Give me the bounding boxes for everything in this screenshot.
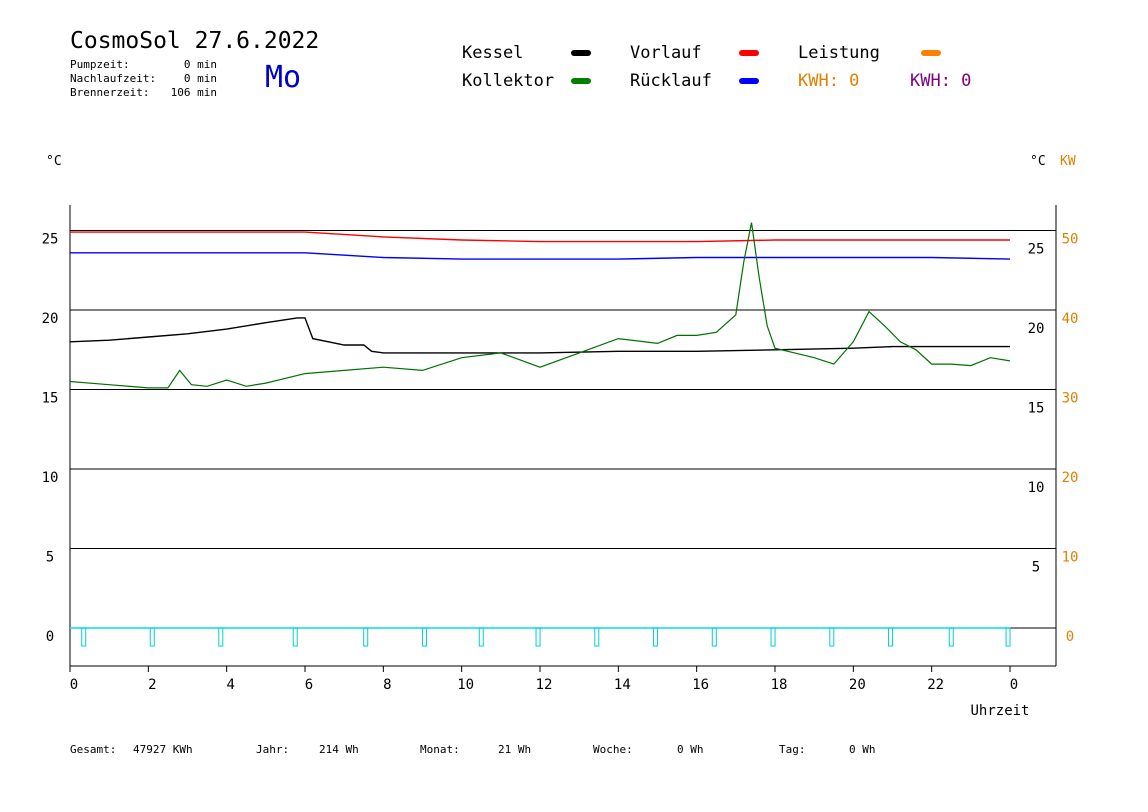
legend-label-vorlauf: Vorlauf bbox=[630, 43, 702, 63]
footer-tag-value: 0 Wh bbox=[849, 743, 876, 756]
footer-woche-label: Woche: bbox=[593, 743, 633, 756]
y-right-unit-power: KW bbox=[1060, 154, 1076, 169]
stat-brennerzeit: Brennerzeit: bbox=[70, 86, 149, 99]
kwh-purple: KWH: 0 bbox=[910, 71, 972, 91]
y-left-tick-label: 10 bbox=[42, 470, 59, 486]
stat-pumpzeit: Pumpzeit: bbox=[70, 58, 130, 71]
footer-tag-label: Tag: bbox=[779, 743, 806, 756]
pump-pulse bbox=[594, 627, 600, 647]
y-right-power-tick-label: 0 bbox=[1066, 629, 1074, 645]
pump-pulse bbox=[653, 627, 659, 647]
footer-gesamt-value: 47927 KWh bbox=[133, 743, 193, 756]
pump-pulse bbox=[81, 627, 87, 647]
x-tick-label: 2 bbox=[148, 677, 156, 693]
kwh-orange: KWH: 0 bbox=[798, 71, 860, 91]
footer-monat-label: Monat: bbox=[420, 743, 460, 756]
stat-label: Nachlaufzeit: bbox=[70, 72, 157, 85]
y-right-power-tick-label: 10 bbox=[1062, 550, 1079, 566]
chart-title: CosmoSol 27.6.2022 bbox=[70, 28, 320, 54]
pump-pulse bbox=[770, 627, 776, 647]
stat-nachlaufzeit: Nachlaufzeit: bbox=[70, 72, 156, 85]
pump-pulse bbox=[363, 627, 369, 647]
y-left-tick-label: 20 bbox=[42, 311, 59, 327]
legend-swatch-ruecklauf bbox=[739, 78, 759, 84]
y-left-tick-label: 15 bbox=[42, 391, 59, 407]
x-tick-label: 16 bbox=[692, 677, 709, 693]
x-tick-label: 12 bbox=[536, 677, 553, 693]
stat-value: 106 min bbox=[170, 86, 217, 99]
footer-jahr-label: Jahr: bbox=[256, 743, 290, 756]
legend-label-kollektor: Kollektor bbox=[462, 71, 555, 91]
y-right-temp-tick-label: 15 bbox=[1028, 401, 1045, 417]
y-left-tick-label: 0 bbox=[46, 629, 54, 645]
y-left-tick-label: 25 bbox=[42, 232, 59, 248]
series-line-ruecklauf bbox=[70, 252, 1011, 260]
legend-swatch-kollektor bbox=[571, 78, 591, 84]
y-right-temp-tick-label: 10 bbox=[1028, 480, 1045, 496]
pump-pulse bbox=[948, 627, 954, 647]
pump-pulse bbox=[218, 627, 224, 647]
stat-value: 0 min bbox=[183, 58, 217, 71]
legend-label-ruecklauf: Rücklauf bbox=[630, 71, 712, 91]
pump-pulse bbox=[535, 627, 541, 647]
pump-pulse bbox=[1005, 627, 1011, 647]
pump-pulse bbox=[829, 627, 835, 647]
x-tick-label: 6 bbox=[305, 677, 313, 693]
legend-swatch-vorlauf bbox=[739, 50, 759, 56]
pump-pulse bbox=[292, 627, 298, 647]
stat-value: 0 min bbox=[183, 72, 217, 85]
y-right-unit-temp: °C bbox=[1030, 154, 1046, 169]
y-left-tick-label: 5 bbox=[46, 550, 54, 566]
x-tick-label: 4 bbox=[226, 677, 234, 693]
y-right-power-tick-label: 40 bbox=[1062, 311, 1079, 327]
x-tick-label: 22 bbox=[927, 677, 944, 693]
x-tick-label: 14 bbox=[614, 677, 631, 693]
chart-labels: 0 2 4 6 8 10 12 14 16 18 20 22 0 Uhrzeit 0 5 10 15 20 25 °C 5… bbox=[42, 154, 1079, 719]
stat-label: Pumpzeit: bbox=[70, 58, 130, 71]
footer-monat-value: 21 Wh bbox=[498, 743, 532, 756]
pump-pulse bbox=[711, 627, 717, 647]
series-line-vorlauf bbox=[70, 231, 1010, 243]
series-line-kollektor bbox=[69, 222, 1011, 389]
pump-pulse bbox=[149, 627, 155, 647]
y-right-power-tick-label: 30 bbox=[1062, 391, 1079, 407]
pump-pulse bbox=[421, 627, 427, 647]
chart-grid bbox=[70, 230, 1056, 629]
x-tick-label: 20 bbox=[849, 677, 866, 693]
footer-woche-value: 0 Wh bbox=[677, 743, 704, 756]
x-tick-label: 10 bbox=[457, 677, 474, 693]
y-right-temp-tick-label: 5 bbox=[1032, 560, 1040, 576]
temperature-chart: 0 2 4 6 8 10 12 14 16 18 20 22 0 Uhrzeit 0 5 10 15 20 25 °C 5… bbox=[42, 154, 1079, 719]
x-axis-title: Uhrzeit bbox=[970, 703, 1029, 719]
x-tick-label: 18 bbox=[771, 677, 788, 693]
footer-jahr-value: 214 Wh bbox=[319, 743, 359, 756]
legend-swatch-kessel bbox=[571, 50, 591, 56]
x-tick-label: 0 bbox=[1010, 677, 1018, 693]
weekday-label: Mo bbox=[265, 60, 302, 95]
chart-axes bbox=[69, 205, 1057, 672]
footer-gesamt-label: Gesamt: bbox=[70, 743, 117, 756]
y-left-unit: °C bbox=[46, 154, 62, 169]
x-tick-label: 0 bbox=[70, 677, 78, 693]
y-right-power-tick-label: 20 bbox=[1062, 470, 1079, 486]
pump-pulse bbox=[888, 627, 894, 647]
x-tick-label: 8 bbox=[383, 677, 391, 693]
legend-label-leistung: Leistung bbox=[798, 43, 880, 63]
y-right-temp-tick-label: 25 bbox=[1028, 242, 1045, 258]
y-right-power-tick-label: 50 bbox=[1062, 232, 1079, 248]
stat-label: Brennerzeit: bbox=[70, 86, 150, 99]
chart-series bbox=[69, 222, 1011, 647]
legend-label-kessel: Kessel bbox=[462, 43, 524, 63]
pump-pulse bbox=[478, 627, 484, 647]
series-line-kessel bbox=[69, 317, 1010, 354]
legend-swatch-leistung bbox=[921, 50, 941, 56]
y-right-temp-tick-label: 20 bbox=[1028, 321, 1045, 337]
